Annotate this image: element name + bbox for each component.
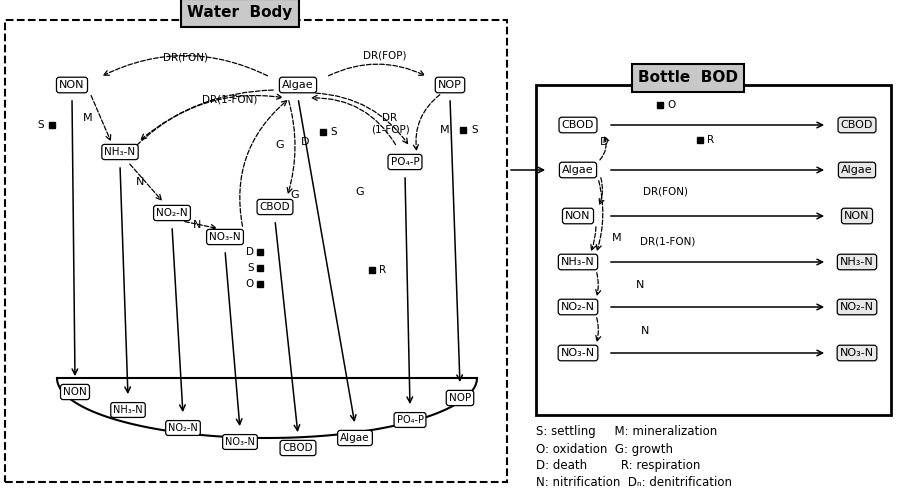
Text: Bottle  BOD: Bottle BOD — [638, 70, 738, 86]
Text: O: oxidation  G: growth: O: oxidation G: growth — [536, 442, 673, 456]
Text: NO₃-N: NO₃-N — [209, 232, 241, 242]
Text: Algae: Algae — [340, 433, 370, 443]
Text: N: N — [640, 326, 649, 336]
Text: N: nitrification  Dₙ: denitrification: N: nitrification Dₙ: denitrification — [536, 476, 732, 490]
Text: D: D — [300, 137, 309, 147]
Text: NH₃-N: NH₃-N — [113, 405, 143, 415]
Text: N: N — [636, 280, 644, 290]
Text: CBOD: CBOD — [841, 120, 873, 130]
Text: G: G — [290, 190, 299, 200]
Text: Algae: Algae — [842, 165, 873, 175]
Text: O: O — [667, 100, 676, 110]
Text: M: M — [612, 233, 621, 243]
Text: NOP: NOP — [438, 80, 462, 90]
Text: D: death         R: respiration: D: death R: respiration — [536, 460, 700, 472]
Bar — [536, 85, 891, 415]
Text: N: N — [193, 220, 201, 230]
Text: S: S — [37, 120, 44, 130]
Text: PO₄-P: PO₄-P — [397, 415, 424, 425]
Text: M: M — [440, 125, 450, 135]
Text: CBOD: CBOD — [562, 120, 594, 130]
Text: Algae: Algae — [562, 165, 594, 175]
Text: S: S — [330, 127, 336, 137]
Text: NON: NON — [60, 80, 85, 90]
Text: NO₂-N: NO₂-N — [168, 423, 198, 433]
Text: NON: NON — [63, 387, 87, 397]
Text: CBOD: CBOD — [282, 443, 313, 453]
Text: NOP: NOP — [449, 393, 471, 403]
Text: CBOD: CBOD — [260, 202, 290, 212]
Text: D: D — [600, 137, 608, 147]
Text: DR(1-FON): DR(1-FON) — [202, 95, 258, 105]
Text: NO₂-N: NO₂-N — [156, 208, 188, 218]
Text: (1-FOP): (1-FOP) — [371, 125, 410, 135]
Text: NH₃-N: NH₃-N — [105, 147, 135, 157]
Text: NO₃-N: NO₃-N — [226, 437, 255, 447]
Text: G: G — [276, 140, 284, 150]
Text: S: settling     M: mineralization: S: settling M: mineralization — [536, 426, 717, 438]
Text: S: S — [247, 263, 254, 273]
Text: NO₂-N: NO₂-N — [840, 302, 874, 312]
Text: DR(1-FON): DR(1-FON) — [640, 237, 695, 247]
Text: NO₂-N: NO₂-N — [561, 302, 595, 312]
Text: D: D — [246, 247, 254, 257]
Text: NO₃-N: NO₃-N — [561, 348, 595, 358]
Text: DR(FON): DR(FON) — [162, 52, 207, 62]
Text: R: R — [707, 135, 714, 145]
Text: Algae: Algae — [282, 80, 314, 90]
Text: NH₃-N: NH₃-N — [840, 257, 874, 267]
Text: NH₃-N: NH₃-N — [561, 257, 595, 267]
Text: NO₃-N: NO₃-N — [840, 348, 874, 358]
Text: G: G — [355, 187, 364, 197]
Text: S: S — [471, 125, 478, 135]
Text: DR(FON): DR(FON) — [642, 187, 687, 197]
Text: NON: NON — [844, 211, 870, 221]
Text: R: R — [379, 265, 386, 275]
Text: PO₄-P: PO₄-P — [391, 157, 419, 167]
Text: M: M — [83, 113, 93, 123]
Text: DR: DR — [382, 113, 398, 123]
Text: O: O — [245, 279, 254, 289]
Text: Water  Body: Water Body — [188, 6, 292, 20]
Text: DR(FOP): DR(FOP) — [364, 50, 407, 60]
Bar — [5, 20, 507, 482]
Text: N: N — [136, 177, 144, 187]
Text: NON: NON — [566, 211, 591, 221]
